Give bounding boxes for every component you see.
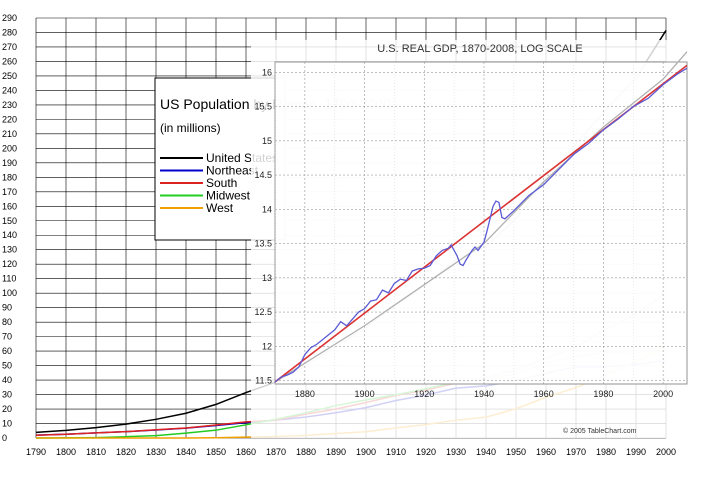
population-x-tick-label: 1860 xyxy=(236,447,256,457)
population-y-tick-label: 150 xyxy=(2,216,17,226)
population-y-tick-label: 180 xyxy=(2,172,17,182)
gdp-series xyxy=(274,51,688,383)
gdp-panel: U.S. REAL GDP, 1870-2008, LOG SCALE 11.5… xyxy=(251,40,695,438)
population-y-tick-label: 40 xyxy=(2,375,12,385)
population-x-tick-label: 1870 xyxy=(266,447,286,457)
gdp-x-tick-label: 1980 xyxy=(593,389,613,399)
gdp-grid xyxy=(274,62,687,384)
population-y-tick-label: 280 xyxy=(2,27,17,37)
gdp-x-tick-label: 2000 xyxy=(653,389,673,399)
gdp-y-tick-label: 14 xyxy=(262,204,272,214)
population-x-tick-label: 1920 xyxy=(416,447,436,457)
population-y-tick-label: 260 xyxy=(2,56,17,66)
gdp-y-tick-label: 13.5 xyxy=(254,239,272,249)
population-y-tick-label: 60 xyxy=(2,346,12,356)
gdp-x-tick-label: 1920 xyxy=(414,389,434,399)
population-y-tick-label: 250 xyxy=(2,71,17,81)
population-y-tick-label: 210 xyxy=(2,129,17,139)
population-y-tick-label: 190 xyxy=(2,158,17,168)
gdp-y-ticks: 11.5 12 12.5 13 13.5 14 14.5 15 15.5 16 xyxy=(254,67,272,385)
population-x-tick-label: 1980 xyxy=(596,447,616,457)
legend-label-midwest: Midwest xyxy=(206,189,251,203)
population-y-tick-label: 90 xyxy=(2,303,12,313)
gdp-x-tick-label: 1960 xyxy=(534,389,554,399)
population-y-tick-label: 20 xyxy=(2,404,12,414)
gdp-y-tick-label: 13 xyxy=(262,273,272,283)
legend-label-west: West xyxy=(206,201,234,215)
population-x-tick-label: 1840 xyxy=(176,447,196,457)
population-x-tick-label: 1900 xyxy=(356,447,376,457)
population-y-tick-label: 170 xyxy=(2,187,17,197)
population-y-tick-label: 30 xyxy=(2,390,12,400)
legend-label-northeast: Northeast xyxy=(206,164,259,178)
gdp-title: U.S. REAL GDP, 1870-2008, LOG SCALE xyxy=(377,43,582,55)
population-y-tick-label: 200 xyxy=(2,143,17,153)
population-y-tick-label: 80 xyxy=(2,317,12,327)
gdp-y-tick-label: 15.5 xyxy=(254,102,272,112)
gdp-line-reference-line-grey- xyxy=(274,51,688,383)
population-x-tick-label: 1800 xyxy=(56,447,76,457)
gdp-y-tick-label: 15 xyxy=(262,136,272,146)
population-y-tick-label: 230 xyxy=(2,100,17,110)
population-y-tick-label: 100 xyxy=(2,288,17,298)
copyright-annotation: © 2005 TableChart.com xyxy=(563,427,637,435)
legend-label-south: South xyxy=(206,176,237,190)
population-x-tick-label: 1820 xyxy=(116,447,136,457)
gdp-x-tick-label: 1900 xyxy=(355,389,375,399)
population-x-tick-label: 1790 xyxy=(26,447,46,457)
gdp-x-tick-label: 1880 xyxy=(295,389,315,399)
population-y-tick-label: 140 xyxy=(2,230,17,240)
population-y-tick-label: 70 xyxy=(2,332,12,342)
population-y-ticks: 0 10 20 30 40 50 60 70 80 90 100 110 120 130 140 150 160… xyxy=(2,13,17,443)
population-x-tick-label: 1960 xyxy=(536,447,556,457)
population-y-tick-label: 10 xyxy=(2,419,12,429)
population-y-tick-label: 270 xyxy=(2,42,17,52)
population-y-tick-label: 110 xyxy=(2,274,16,284)
gdp-y-tick-label: 11.5 xyxy=(255,376,272,386)
gdp-x-tick-label: 1940 xyxy=(474,389,494,399)
population-subtitle: (in millions) xyxy=(160,121,221,135)
population-x-tick-label: 2000 xyxy=(656,447,676,457)
population-y-tick-label: 130 xyxy=(2,245,17,255)
population-x-tick-label: 1810 xyxy=(86,447,106,457)
population-x-tick-label: 1950 xyxy=(506,447,526,457)
population-x-tick-label: 1930 xyxy=(446,447,466,457)
gdp-y-tick-label: 14.5 xyxy=(254,170,272,180)
gdp-x-ticks: 1880 1900 1920 1940 1960 1980 2000 xyxy=(295,389,673,399)
population-y-tick-label: 290 xyxy=(2,13,17,23)
population-y-tick-label: 120 xyxy=(2,259,17,269)
population-x-tick-label: 1910 xyxy=(386,447,406,457)
population-x-tick-label: 1850 xyxy=(206,447,226,457)
population-x-tick-label: 1830 xyxy=(146,447,166,457)
population-x-tick-label: 1890 xyxy=(326,447,346,457)
population-x-ticks: 1790 1800 1810 1820 1830 1840 1850 1860 1870 1880… xyxy=(26,447,676,457)
gdp-y-tick-label: 12 xyxy=(262,341,272,351)
population-y-tick-label: 0 xyxy=(2,433,7,443)
population-y-tick-label: 240 xyxy=(2,85,17,95)
population-x-tick-label: 1940 xyxy=(476,447,496,457)
population-y-tick-label: 50 xyxy=(2,361,12,371)
gdp-y-tick-label: 16 xyxy=(262,67,272,77)
population-x-tick-label: 1880 xyxy=(296,447,316,457)
population-y-tick-label: 160 xyxy=(2,201,17,211)
gdp-y-tick-label: 12.5 xyxy=(254,307,272,317)
gdp-line-real-gdp-log- xyxy=(274,67,688,383)
population-x-tick-label: 1990 xyxy=(626,447,646,457)
population-x-tick-label: 1970 xyxy=(566,447,586,457)
population-y-tick-label: 220 xyxy=(2,114,17,124)
